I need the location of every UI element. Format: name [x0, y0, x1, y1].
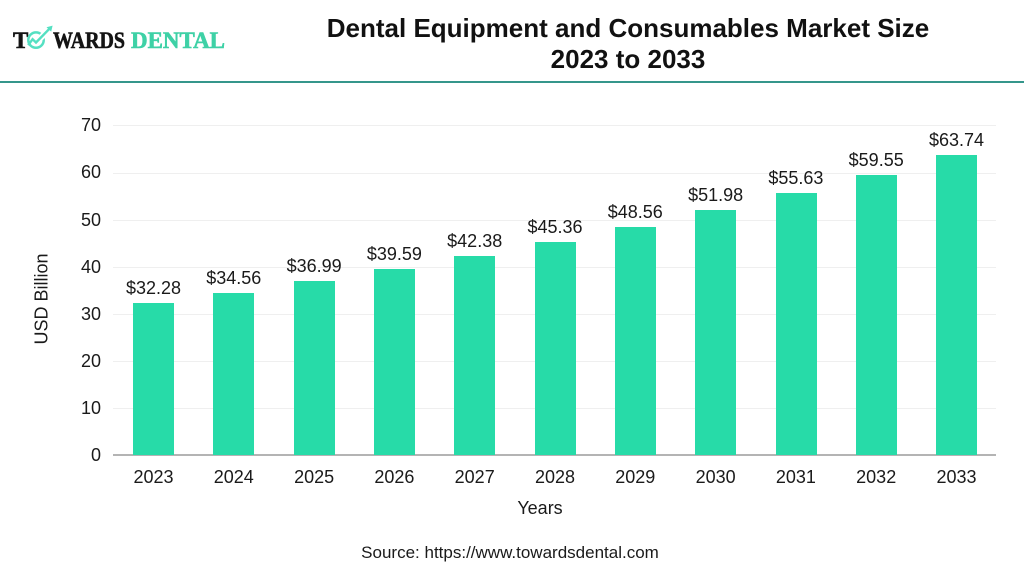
svg-text:DENTAL: DENTAL: [131, 28, 225, 53]
svg-text:WARDS: WARDS: [53, 28, 125, 53]
svg-text:T: T: [13, 28, 28, 53]
